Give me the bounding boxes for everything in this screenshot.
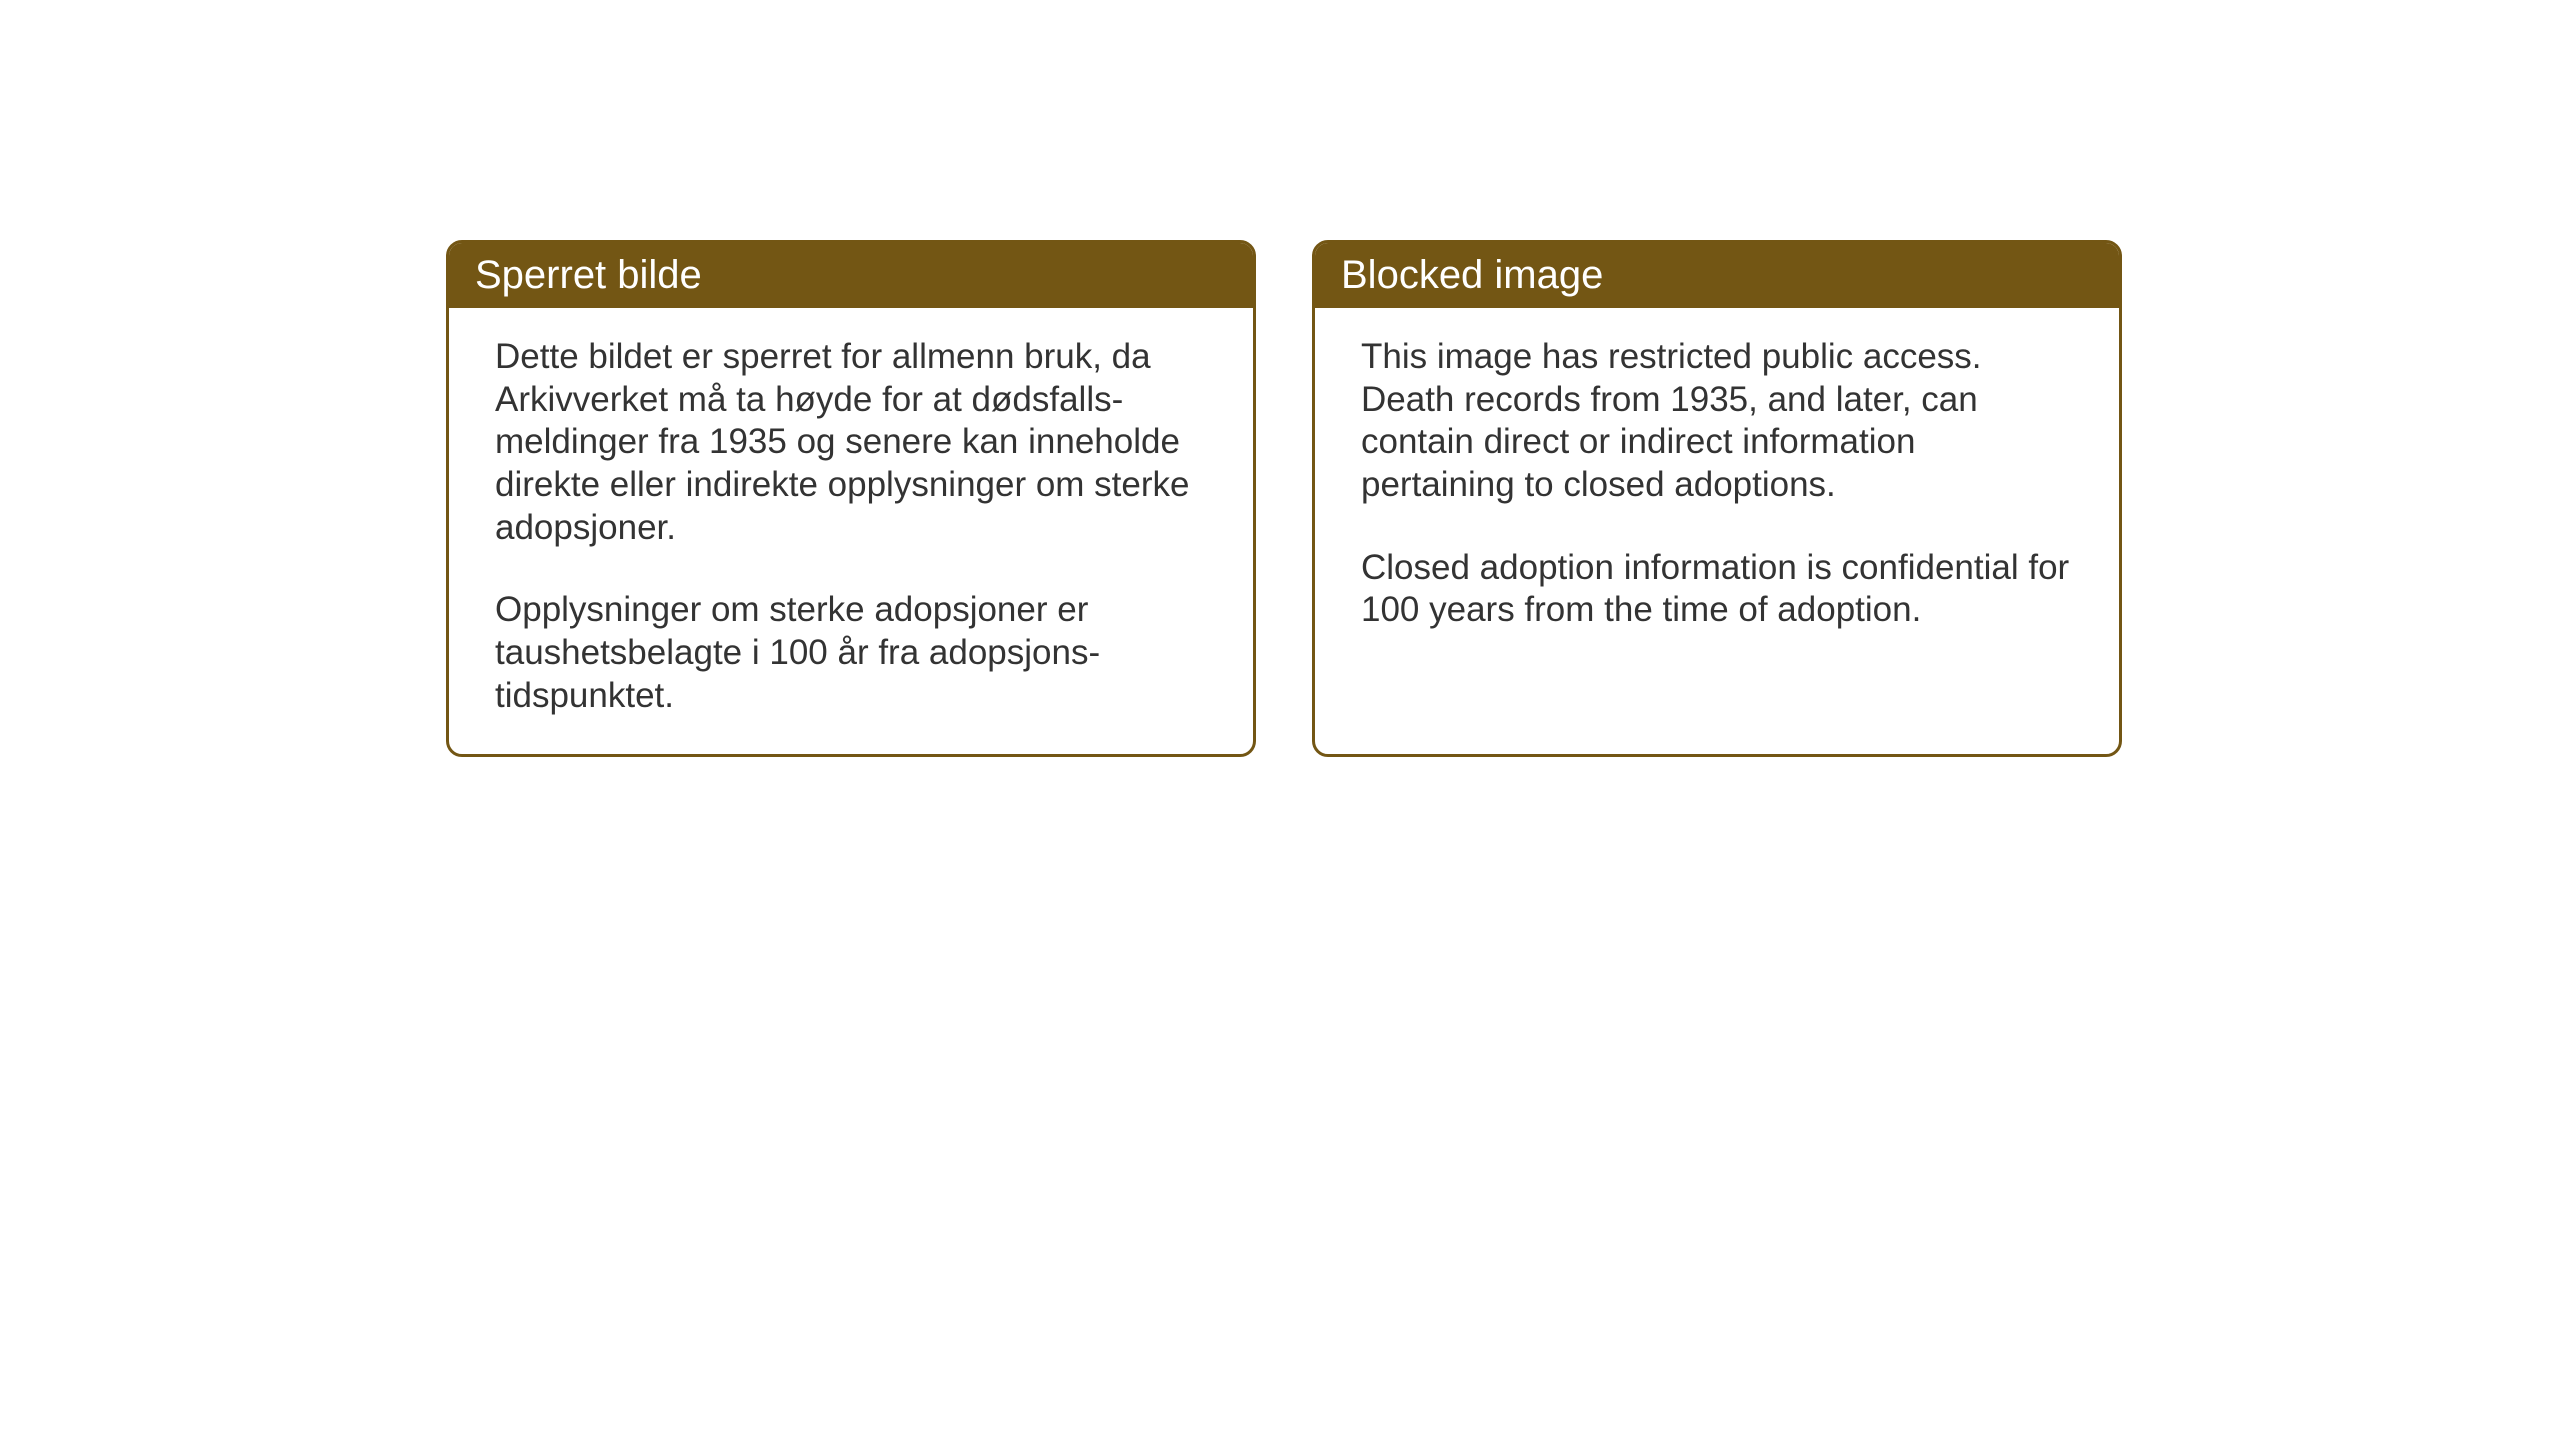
card-body: Dette bildet er sperret for allmenn bruk… <box>449 308 1253 754</box>
card-header: Sperret bilde <box>449 243 1253 308</box>
card-title: Sperret bilde <box>475 253 702 297</box>
notice-card-norwegian: Sperret bilde Dette bildet er sperret fo… <box>446 240 1256 757</box>
card-title: Blocked image <box>1341 253 1603 297</box>
notice-card-english: Blocked image This image has restricted … <box>1312 240 2122 757</box>
card-paragraph: Dette bildet er sperret for allmenn bruk… <box>495 336 1207 549</box>
notice-container: Sperret bilde Dette bildet er sperret fo… <box>446 240 2122 757</box>
card-body: This image has restricted public access.… <box>1315 308 2119 668</box>
card-paragraph: This image has restricted public access.… <box>1361 336 2073 507</box>
card-header: Blocked image <box>1315 243 2119 308</box>
card-paragraph: Opplysninger om sterke adopsjoner er tau… <box>495 589 1207 717</box>
card-paragraph: Closed adoption information is confident… <box>1361 547 2073 632</box>
